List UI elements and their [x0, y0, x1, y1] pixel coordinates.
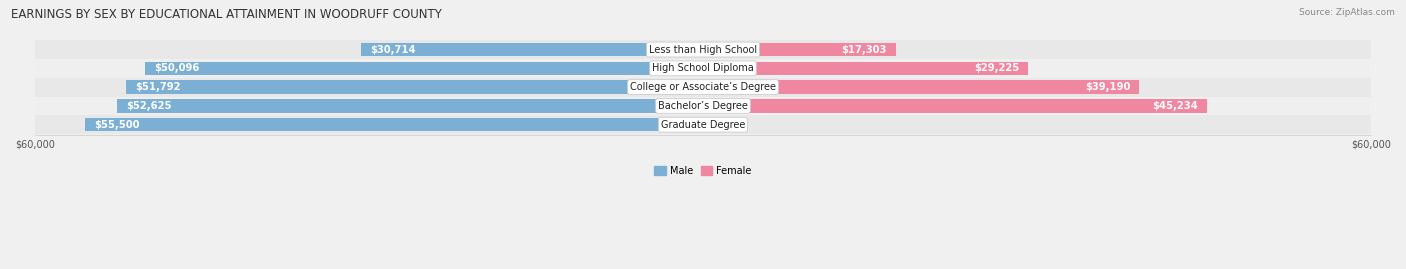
- Bar: [703, 62, 1028, 75]
- Text: Bachelor’s Degree: Bachelor’s Degree: [658, 101, 748, 111]
- Bar: [703, 43, 896, 56]
- Bar: [703, 80, 1139, 94]
- Text: $17,303: $17,303: [841, 45, 887, 55]
- Text: Graduate Degree: Graduate Degree: [661, 120, 745, 130]
- Bar: [117, 99, 703, 113]
- Bar: [127, 80, 703, 94]
- Text: $52,625: $52,625: [127, 101, 172, 111]
- Bar: [35, 59, 1371, 78]
- Text: $30,714: $30,714: [370, 45, 416, 55]
- Bar: [35, 78, 1371, 97]
- Text: $39,190: $39,190: [1085, 82, 1130, 92]
- Text: $50,096: $50,096: [155, 63, 200, 73]
- Text: $55,500: $55,500: [94, 120, 139, 130]
- Bar: [35, 40, 1371, 59]
- Bar: [361, 43, 703, 56]
- Text: Source: ZipAtlas.com: Source: ZipAtlas.com: [1299, 8, 1395, 17]
- Text: $29,225: $29,225: [974, 63, 1019, 73]
- Text: Less than High School: Less than High School: [650, 45, 756, 55]
- Legend: Male, Female: Male, Female: [651, 162, 755, 180]
- Text: $45,234: $45,234: [1152, 101, 1198, 111]
- Text: $51,792: $51,792: [135, 82, 181, 92]
- Bar: [84, 118, 703, 132]
- Text: High School Diploma: High School Diploma: [652, 63, 754, 73]
- Bar: [703, 99, 1206, 113]
- Bar: [35, 97, 1371, 115]
- Bar: [35, 115, 1371, 134]
- Text: College or Associate’s Degree: College or Associate’s Degree: [630, 82, 776, 92]
- Text: $0: $0: [707, 120, 721, 130]
- Text: EARNINGS BY SEX BY EDUCATIONAL ATTAINMENT IN WOODRUFF COUNTY: EARNINGS BY SEX BY EDUCATIONAL ATTAINMEN…: [11, 8, 441, 21]
- Bar: [145, 62, 703, 75]
